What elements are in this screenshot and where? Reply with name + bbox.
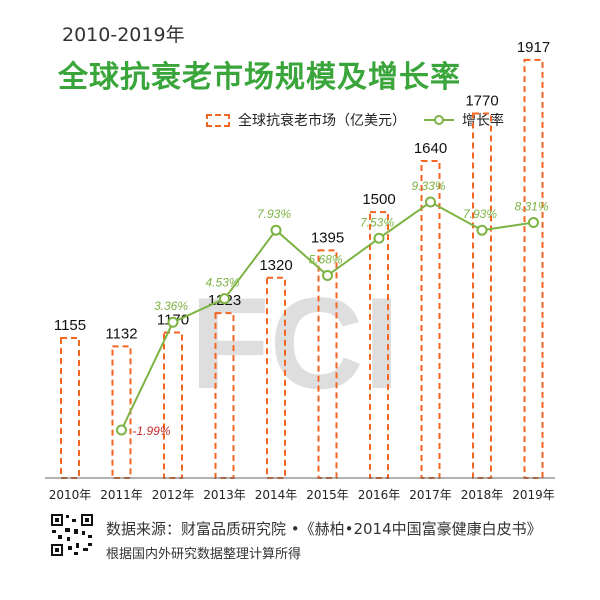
legend-bar-label: 全球抗衰老市场（亿美元）: [238, 113, 406, 129]
growth-value-label: 9.33%: [411, 179, 445, 193]
growth-point: [528, 217, 539, 229]
growth-value-label: 8.31%: [514, 200, 548, 214]
source-note: 数据来源：财富品质研究院 •《赫柏•2014中国富豪健康白皮书》: [106, 520, 542, 538]
bar-value-label: 1132: [105, 325, 137, 342]
growth-value-label: 4.53%: [205, 276, 239, 290]
x-tick-label: 2010年: [49, 488, 92, 502]
bar-value-label: 1770: [465, 93, 498, 110]
growth-point: [167, 316, 179, 328]
x-tick-label: 2017年: [409, 488, 452, 502]
growth-value-label: 7.93%: [257, 207, 291, 221]
x-tick-label: 2013年: [203, 488, 246, 502]
growth-point: [476, 224, 488, 236]
bar-value-label: 1155: [54, 317, 86, 334]
legend-item-market: 全球抗衰老市场（亿美元）: [206, 110, 406, 130]
growth-value-label: 3.36%: [154, 299, 188, 313]
x-tick-label: 2012年: [152, 488, 195, 502]
qr-code-icon: [50, 513, 94, 557]
growth-point: [322, 270, 333, 282]
bar: [60, 337, 80, 479]
x-tick-label: 2018年: [461, 488, 504, 502]
bar-value-label: 1320: [259, 257, 292, 274]
bar: [420, 159, 441, 479]
bar: [163, 331, 183, 479]
growth-point: [425, 196, 436, 208]
method-note: 根据国内外研究数据整理计算所得: [106, 547, 302, 562]
growth-value-label: 5.68%: [308, 253, 342, 267]
bar: [111, 345, 132, 479]
legend-line-swatch: [424, 115, 454, 125]
growth-value-label: 7.53%: [360, 215, 394, 229]
growth-point: [270, 224, 282, 236]
legend-bar-swatch: [206, 113, 230, 127]
x-axis-labels: 2010年 2011年 2012年 2013年 2014年 2015年 2016年 2017年…: [49, 488, 555, 502]
growth-point: [219, 293, 230, 305]
bar-value-label: 1395: [311, 229, 344, 246]
growth-value-label: -1.99%: [132, 424, 170, 438]
x-tick-label: 2019年: [512, 488, 555, 502]
bar-value-label: 1917: [517, 39, 550, 56]
x-tick-label: 2016年: [358, 488, 401, 502]
growth-line-series: -1.99% 3.36% 4.53% 7.93% 5.68% 7.53% 9.33% 7.93…: [116, 179, 549, 438]
bar: [472, 112, 492, 480]
chart-subtitle: 2010-2019年: [62, 24, 185, 46]
growth-point: [116, 424, 127, 436]
x-tick-label: 2015年: [306, 488, 349, 502]
chart-title: 全球抗衰老市场规模及增长率: [58, 60, 461, 95]
growth-point: [373, 232, 385, 244]
bar-value-label: 1640: [414, 140, 447, 157]
bar: [523, 58, 544, 480]
growth-value-label: 7.93%: [463, 207, 497, 221]
x-tick-label: 2014年: [255, 488, 298, 502]
bar-value-label: 1500: [362, 191, 395, 208]
x-tick-label: 2011年: [100, 488, 143, 502]
